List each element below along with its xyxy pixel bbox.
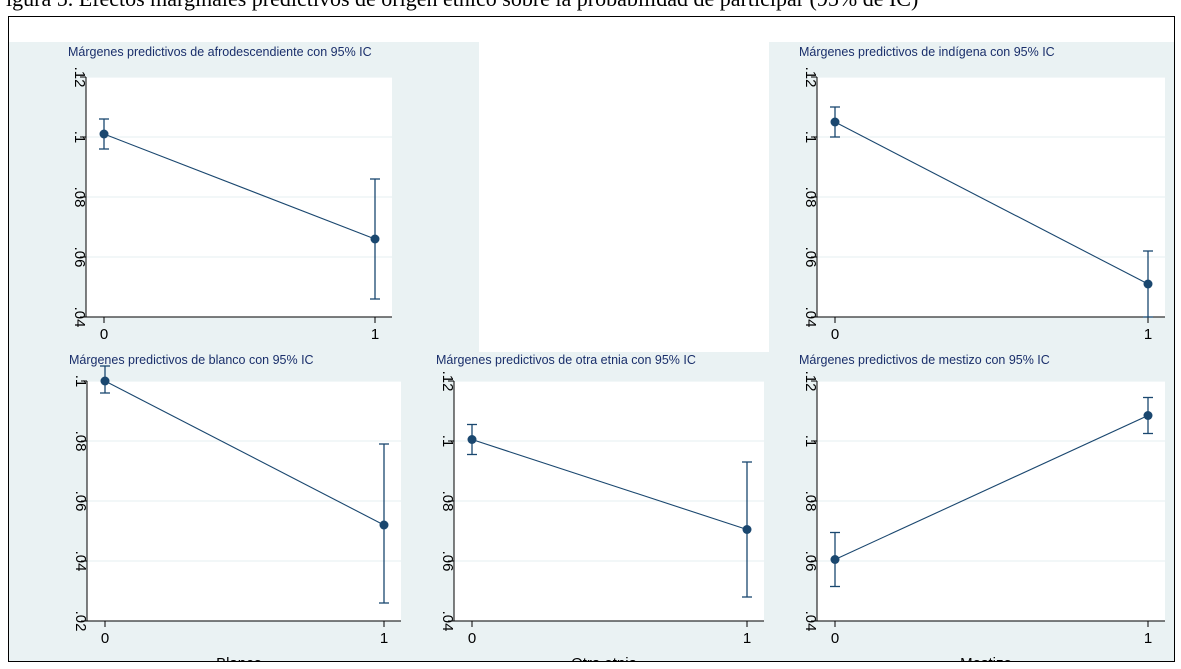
chart-3-point [379,520,389,530]
chart-1-ytick-label: .12 [71,67,88,88]
chart-3-title: Márgenes predictivos de blanco con 95% I… [69,353,314,367]
figure-caption: igura 5. Efectos marginales predictivos … [6,0,1181,16]
chart-2-ytick-label: .04 [802,307,819,328]
chart-4-ytick-label: .12 [439,371,456,392]
chart-3-ytick-label: .1 [72,375,89,388]
chart-4-ytick-label: .04 [439,611,456,632]
figure-frame: Márgenes predictivos de afrodescendiente… [8,16,1175,662]
chart-4-point [467,435,477,444]
chart-1-ytick-label: .1 [71,131,88,144]
chart-1-ytick-label: .08 [71,187,88,208]
chart-4-title: Márgenes predictivos de otra etnia con 9… [436,353,696,367]
chart-4-ytick-label: .08 [439,491,456,512]
chart-3-ytick-label: .08 [72,431,89,452]
chart-2-point [1143,279,1153,289]
chart-2-ytick-label: .12 [802,67,819,88]
chart-5-point [1143,411,1153,420]
chart-4-xlabel: Otra etnia [571,655,638,661]
chart-1-xtick-label: 1 [371,326,379,343]
chart-4-point [742,525,752,534]
chart-4-series-line [471,438,748,531]
charts-canvas: Márgenes predictivos de afrodescendiente… [9,42,1174,661]
chart-3-xtick-label: 1 [380,630,388,647]
chart-2-ytick-label: .1 [802,131,819,144]
chart-3-xlabel: Blanco [216,655,262,661]
chart-2-ytick-label: .06 [802,247,819,268]
chart-5-ytick-label: .04 [802,611,819,632]
chart-1-series-line [103,133,376,240]
chart-2-series-line [834,121,1149,285]
chart-4-xtick-label: 1 [743,630,751,647]
chart-1-ytick-label: .06 [71,247,88,268]
chart-4-ytick-label: .1 [439,435,456,448]
chart-5-ytick-label: .12 [802,371,819,392]
chart-1-point [99,129,109,139]
chart-3-ytick-label: .04 [72,551,89,572]
chart-5-xtick-label: 1 [1144,630,1152,647]
chart-3-series-line [104,380,385,526]
chart-1-xtick-label: 0 [100,326,108,343]
chart-3-xtick-label: 0 [101,630,109,647]
chart-4-ytick-label: .06 [439,551,456,572]
chart-5-xtick-label: 0 [831,630,839,647]
chart-1-point [370,234,380,244]
chart-5-series-line [834,415,1149,560]
chart-5-ytick-label: .08 [802,491,819,512]
chart-2-point [830,117,840,127]
chart-3-point [100,376,110,386]
chart-3-ytick-label: .02 [72,611,89,632]
chart-2-ytick-label: .08 [802,187,819,208]
chart-1-title: Márgenes predictivos de afrodescendiente… [68,45,372,59]
chart-2-xtick-label: 1 [1144,326,1152,343]
chart-1-ytick-label: .04 [71,307,88,328]
chart-5-xlabel: Mestizo [960,655,1012,661]
chart-5-title: Márgenes predictivos de mestizo con 95% … [799,353,1050,367]
chart-3-ytick-label: .06 [72,491,89,512]
chart-5-ytick-label: .1 [802,435,819,448]
chart-2-title: Márgenes predictivos de indígena con 95%… [799,45,1055,59]
chart-5-point [830,555,840,564]
chart-2-xtick-label: 0 [831,326,839,343]
chart-4-xtick-label: 0 [468,630,476,647]
chart-5-ytick-label: .06 [802,551,819,572]
